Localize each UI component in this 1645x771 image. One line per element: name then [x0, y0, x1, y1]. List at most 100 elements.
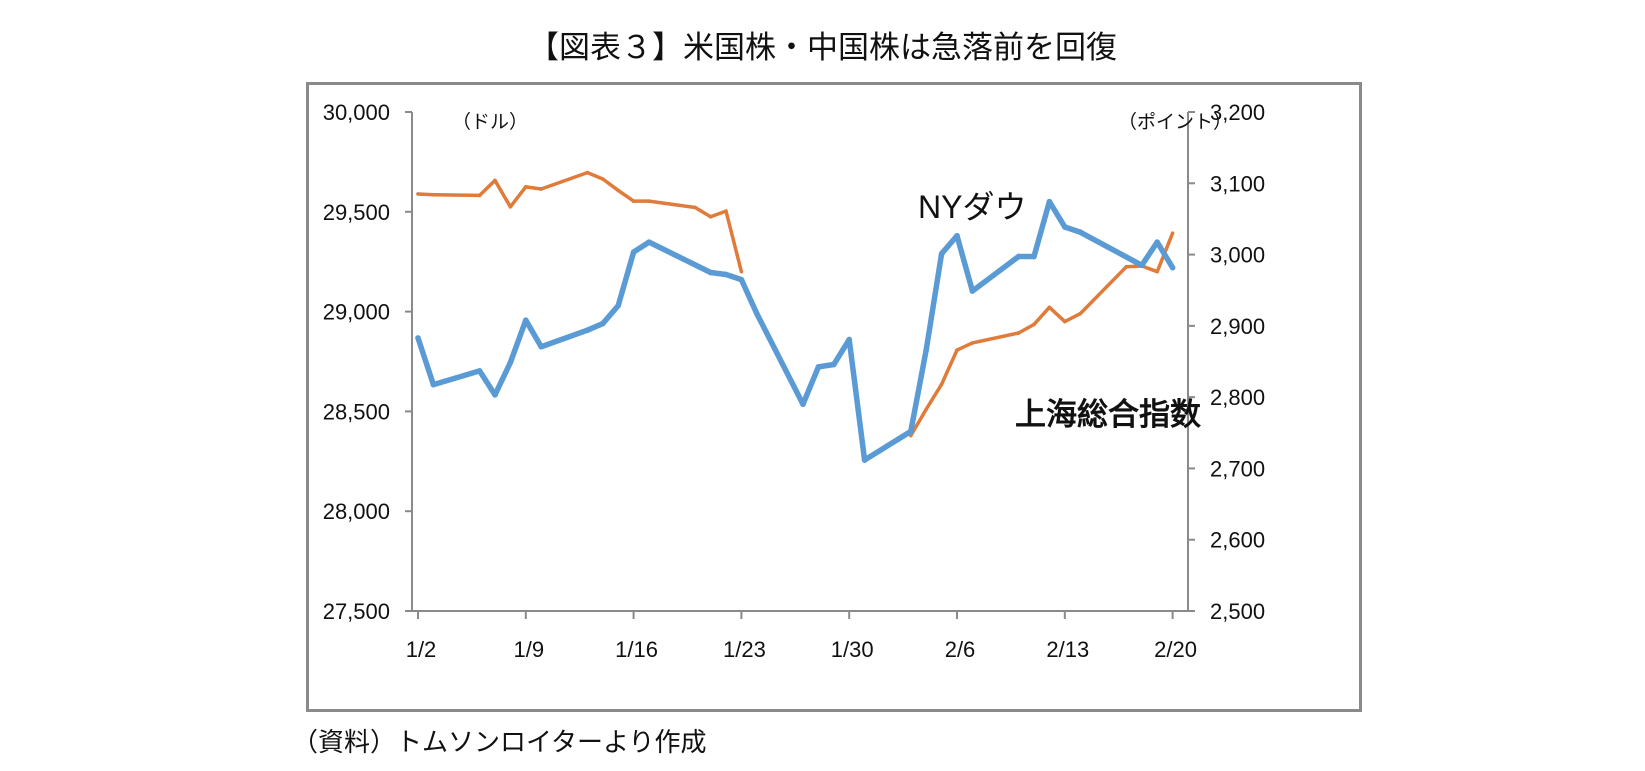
shanghai-point — [631, 199, 636, 203]
ny-dow-point — [969, 288, 976, 294]
source-note: （資料）トムソンロイターより作成 — [292, 728, 707, 758]
ny-dow-point — [1169, 264, 1176, 271]
right-tick-label: 2,600 — [1210, 528, 1265, 553]
shanghai-point — [539, 187, 543, 191]
ny-dow-segment — [861, 428, 914, 463]
shanghai-segment — [708, 209, 728, 219]
ny-dow-point — [1062, 224, 1068, 230]
ny-dow-point — [1031, 253, 1037, 260]
ny-dow-segment — [1031, 198, 1053, 260]
ny-dow-segment — [584, 320, 606, 333]
shanghai-point — [431, 192, 436, 197]
ny-dow-segment — [1139, 239, 1160, 269]
ny-dow-point — [523, 317, 529, 323]
ny-dow-segment — [954, 233, 976, 294]
shanghai-point — [493, 178, 497, 183]
shanghai-point — [970, 341, 975, 345]
shanghai-point — [647, 199, 651, 203]
ny-dow-point — [1015, 253, 1022, 260]
shanghai-point — [924, 407, 928, 412]
shanghai-point — [1170, 231, 1175, 235]
shanghai-point — [601, 177, 605, 181]
left-unit-label: （ドル） — [452, 111, 528, 133]
shanghai-segment — [508, 185, 528, 209]
shanghai-segment — [1032, 305, 1052, 327]
ny-dow-point — [1046, 198, 1053, 205]
ny-dow-segment — [738, 276, 760, 317]
shanghai-segment — [616, 188, 636, 203]
shanghai-segment — [724, 209, 744, 274]
series-lines — [415, 170, 1176, 463]
ny-dow-point — [846, 336, 852, 343]
shanghai-point — [1047, 305, 1052, 310]
shanghai-point — [939, 382, 944, 387]
ny-dow-point — [754, 310, 760, 317]
ny-dow-segment — [1154, 239, 1176, 271]
shanghai-point — [416, 192, 420, 196]
ny-dow-segment — [1077, 229, 1145, 269]
axes: 30,000 29,500 29,000 28,500 28,000 27,500 3,20… — [323, 100, 1265, 662]
ny-dow-segment — [600, 302, 621, 327]
right-tick-label: 3,100 — [1210, 171, 1265, 196]
x-tick-label: 2/20 — [1154, 637, 1197, 662]
series-label-shanghai: 上海総合指数 — [1015, 397, 1201, 432]
shanghai-point — [1155, 269, 1159, 274]
shanghai-segment — [693, 205, 713, 219]
ny-dow-point — [800, 401, 806, 407]
shanghai-point — [1063, 319, 1067, 324]
ny-dow-point — [1154, 239, 1160, 245]
ny-dow-point — [415, 335, 421, 341]
ny-dow-segment — [831, 336, 852, 368]
chart-title: 【図表３】米国株・中国株は急落前を回復 — [528, 30, 1117, 66]
ny-dow-point — [492, 392, 498, 398]
ny-dow-point — [1077, 229, 1083, 235]
ny-dow-segment — [846, 336, 868, 463]
ny-dow-point — [861, 457, 868, 463]
x-tick-label: 1/2 — [406, 637, 437, 662]
ny-dow-point — [831, 361, 837, 368]
left-tick-label: 28,500 — [323, 399, 390, 424]
shanghai-point — [508, 205, 513, 209]
ny-dow-point — [507, 359, 514, 366]
ny-dow-point — [908, 428, 914, 435]
shanghai-segment — [585, 170, 605, 181]
ny-dow-point — [646, 239, 652, 245]
ny-dow-point — [815, 364, 822, 370]
right-tick-label: 2,500 — [1210, 599, 1265, 624]
ny-dow-segment — [800, 364, 822, 407]
right-tick-label: 2,800 — [1210, 385, 1265, 410]
shanghai-point — [1078, 311, 1082, 316]
ny-dow-point — [923, 347, 929, 353]
shanghai-segment — [1016, 322, 1036, 335]
ny-dow-point — [600, 320, 606, 327]
right-tick-label: 2,700 — [1210, 456, 1265, 481]
ny-dow-segment — [507, 317, 529, 366]
ny-dow-point — [476, 368, 483, 374]
x-tick-label: 2/13 — [1046, 637, 1089, 662]
ny-dow-segment — [646, 239, 714, 276]
shanghai-point — [1016, 331, 1021, 335]
ny-dow-segment — [938, 233, 960, 257]
ny-dow-segment — [630, 239, 652, 255]
left-tick-label: 29,500 — [323, 200, 390, 225]
shanghai-point — [739, 269, 744, 274]
ny-dow-segment — [1046, 198, 1068, 230]
ny-dow-point — [615, 302, 621, 309]
shanghai-point — [524, 185, 528, 189]
left-tick-label: 29,000 — [323, 300, 390, 325]
shanghai-point — [724, 209, 728, 213]
shanghai-point — [585, 170, 590, 175]
ny-dow-point — [954, 233, 960, 239]
ny-dow-segment — [476, 368, 498, 398]
shanghai-point — [1032, 322, 1036, 327]
right-tick-label: 2,900 — [1210, 314, 1265, 339]
shanghai-segment — [647, 199, 697, 210]
left-tick-label: 30,000 — [323, 100, 390, 125]
shanghai-segment — [539, 170, 590, 191]
ny-dow-point — [938, 250, 945, 257]
shanghai-segment — [939, 348, 959, 387]
x-tick-label: 1/30 — [831, 637, 874, 662]
ny-dow-point — [430, 381, 437, 388]
shanghai-segment — [493, 178, 513, 209]
